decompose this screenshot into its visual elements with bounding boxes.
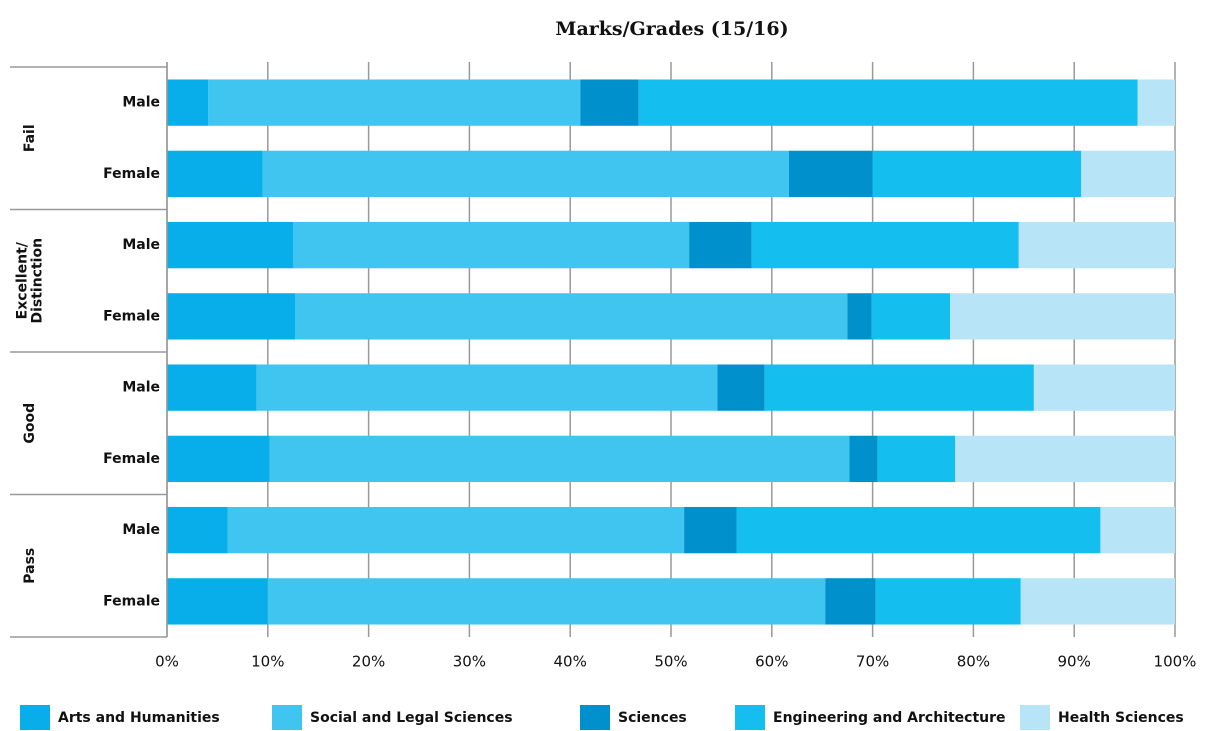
bar-segment — [689, 221, 752, 269]
y-tick-label: Female — [103, 451, 160, 467]
bar-segment — [262, 150, 789, 198]
legend-label: Engineering and Architecture — [773, 710, 1006, 726]
bar-segment — [875, 578, 1021, 625]
bar-segment — [167, 150, 263, 198]
y-tick-label: Male — [122, 380, 160, 396]
legend-swatch — [735, 705, 765, 730]
bar-segment — [256, 364, 718, 411]
bar-segment — [955, 435, 1175, 483]
bar-segment — [167, 364, 257, 411]
bar-segment — [227, 506, 685, 554]
bar-segment — [847, 293, 872, 340]
bar-segment — [167, 79, 209, 126]
x-tick-label: 60% — [755, 653, 788, 671]
bar-segment — [877, 435, 956, 483]
bar-segment — [684, 506, 737, 554]
group-label: Good — [22, 403, 38, 444]
bar-segment — [167, 578, 268, 625]
bar-segment — [1100, 506, 1175, 554]
legend-label: Social and Legal Sciences — [310, 710, 513, 726]
y-tick-label: Male — [122, 522, 160, 538]
bar-segment — [580, 79, 639, 126]
legend-swatch — [272, 705, 302, 730]
legend-swatch — [1020, 705, 1050, 730]
bar-segment — [1018, 221, 1175, 269]
bar-segment — [764, 364, 1034, 411]
x-tick-label: 70% — [856, 653, 889, 671]
x-tick-label: 30% — [453, 653, 486, 671]
bar-segment — [267, 578, 826, 625]
group-label: Excellent/Distinction — [14, 238, 45, 324]
bar-segment — [872, 150, 1082, 198]
bar-segment — [717, 364, 765, 411]
bar-segment — [825, 578, 876, 625]
legend-swatch — [580, 705, 610, 730]
y-tick-label: Female — [103, 308, 160, 324]
x-tick-label: 0% — [155, 653, 179, 671]
x-tick-label: 100% — [1154, 653, 1197, 671]
y-tick-label: Female — [103, 593, 160, 609]
y-tick-label: Female — [103, 166, 160, 182]
bar-segment — [1137, 79, 1175, 126]
bar-segment — [167, 293, 296, 340]
legend-label: Health Sciences — [1058, 710, 1184, 726]
bar-segment — [1020, 578, 1175, 625]
bar-segment — [1033, 364, 1175, 411]
bar-segment — [849, 435, 878, 483]
group-label: Fail — [22, 124, 38, 152]
bar-segment — [208, 79, 581, 126]
bar-segment — [736, 506, 1101, 554]
x-tick-label: 50% — [654, 653, 687, 671]
group-label: Pass — [22, 548, 38, 584]
y-tick-label: Male — [122, 237, 160, 253]
legend-label: Arts and Humanities — [58, 710, 220, 726]
x-tick-label: 20% — [352, 653, 385, 671]
bar-segment — [871, 293, 951, 340]
bar-segment — [167, 506, 228, 554]
chart-title: Marks/Grades (15/16) — [555, 18, 788, 40]
legend-label: Sciences — [618, 710, 687, 726]
bar-segment — [269, 435, 850, 483]
x-tick-label: 90% — [1058, 653, 1091, 671]
y-tick-label: Male — [122, 95, 160, 111]
x-tick-label: 40% — [554, 653, 587, 671]
x-tick-label: 10% — [251, 653, 284, 671]
bar-segment — [167, 435, 270, 483]
bar-segment — [293, 221, 690, 269]
bar-segment — [950, 293, 1175, 340]
legend-swatch — [20, 705, 50, 730]
x-tick-label: 80% — [957, 653, 990, 671]
bar-segment — [1081, 150, 1175, 198]
bar-segment — [751, 221, 1019, 269]
bar-segment — [167, 221, 293, 269]
bar-segment — [788, 150, 873, 198]
bar-segment — [295, 293, 848, 340]
bar-segment — [638, 79, 1138, 126]
